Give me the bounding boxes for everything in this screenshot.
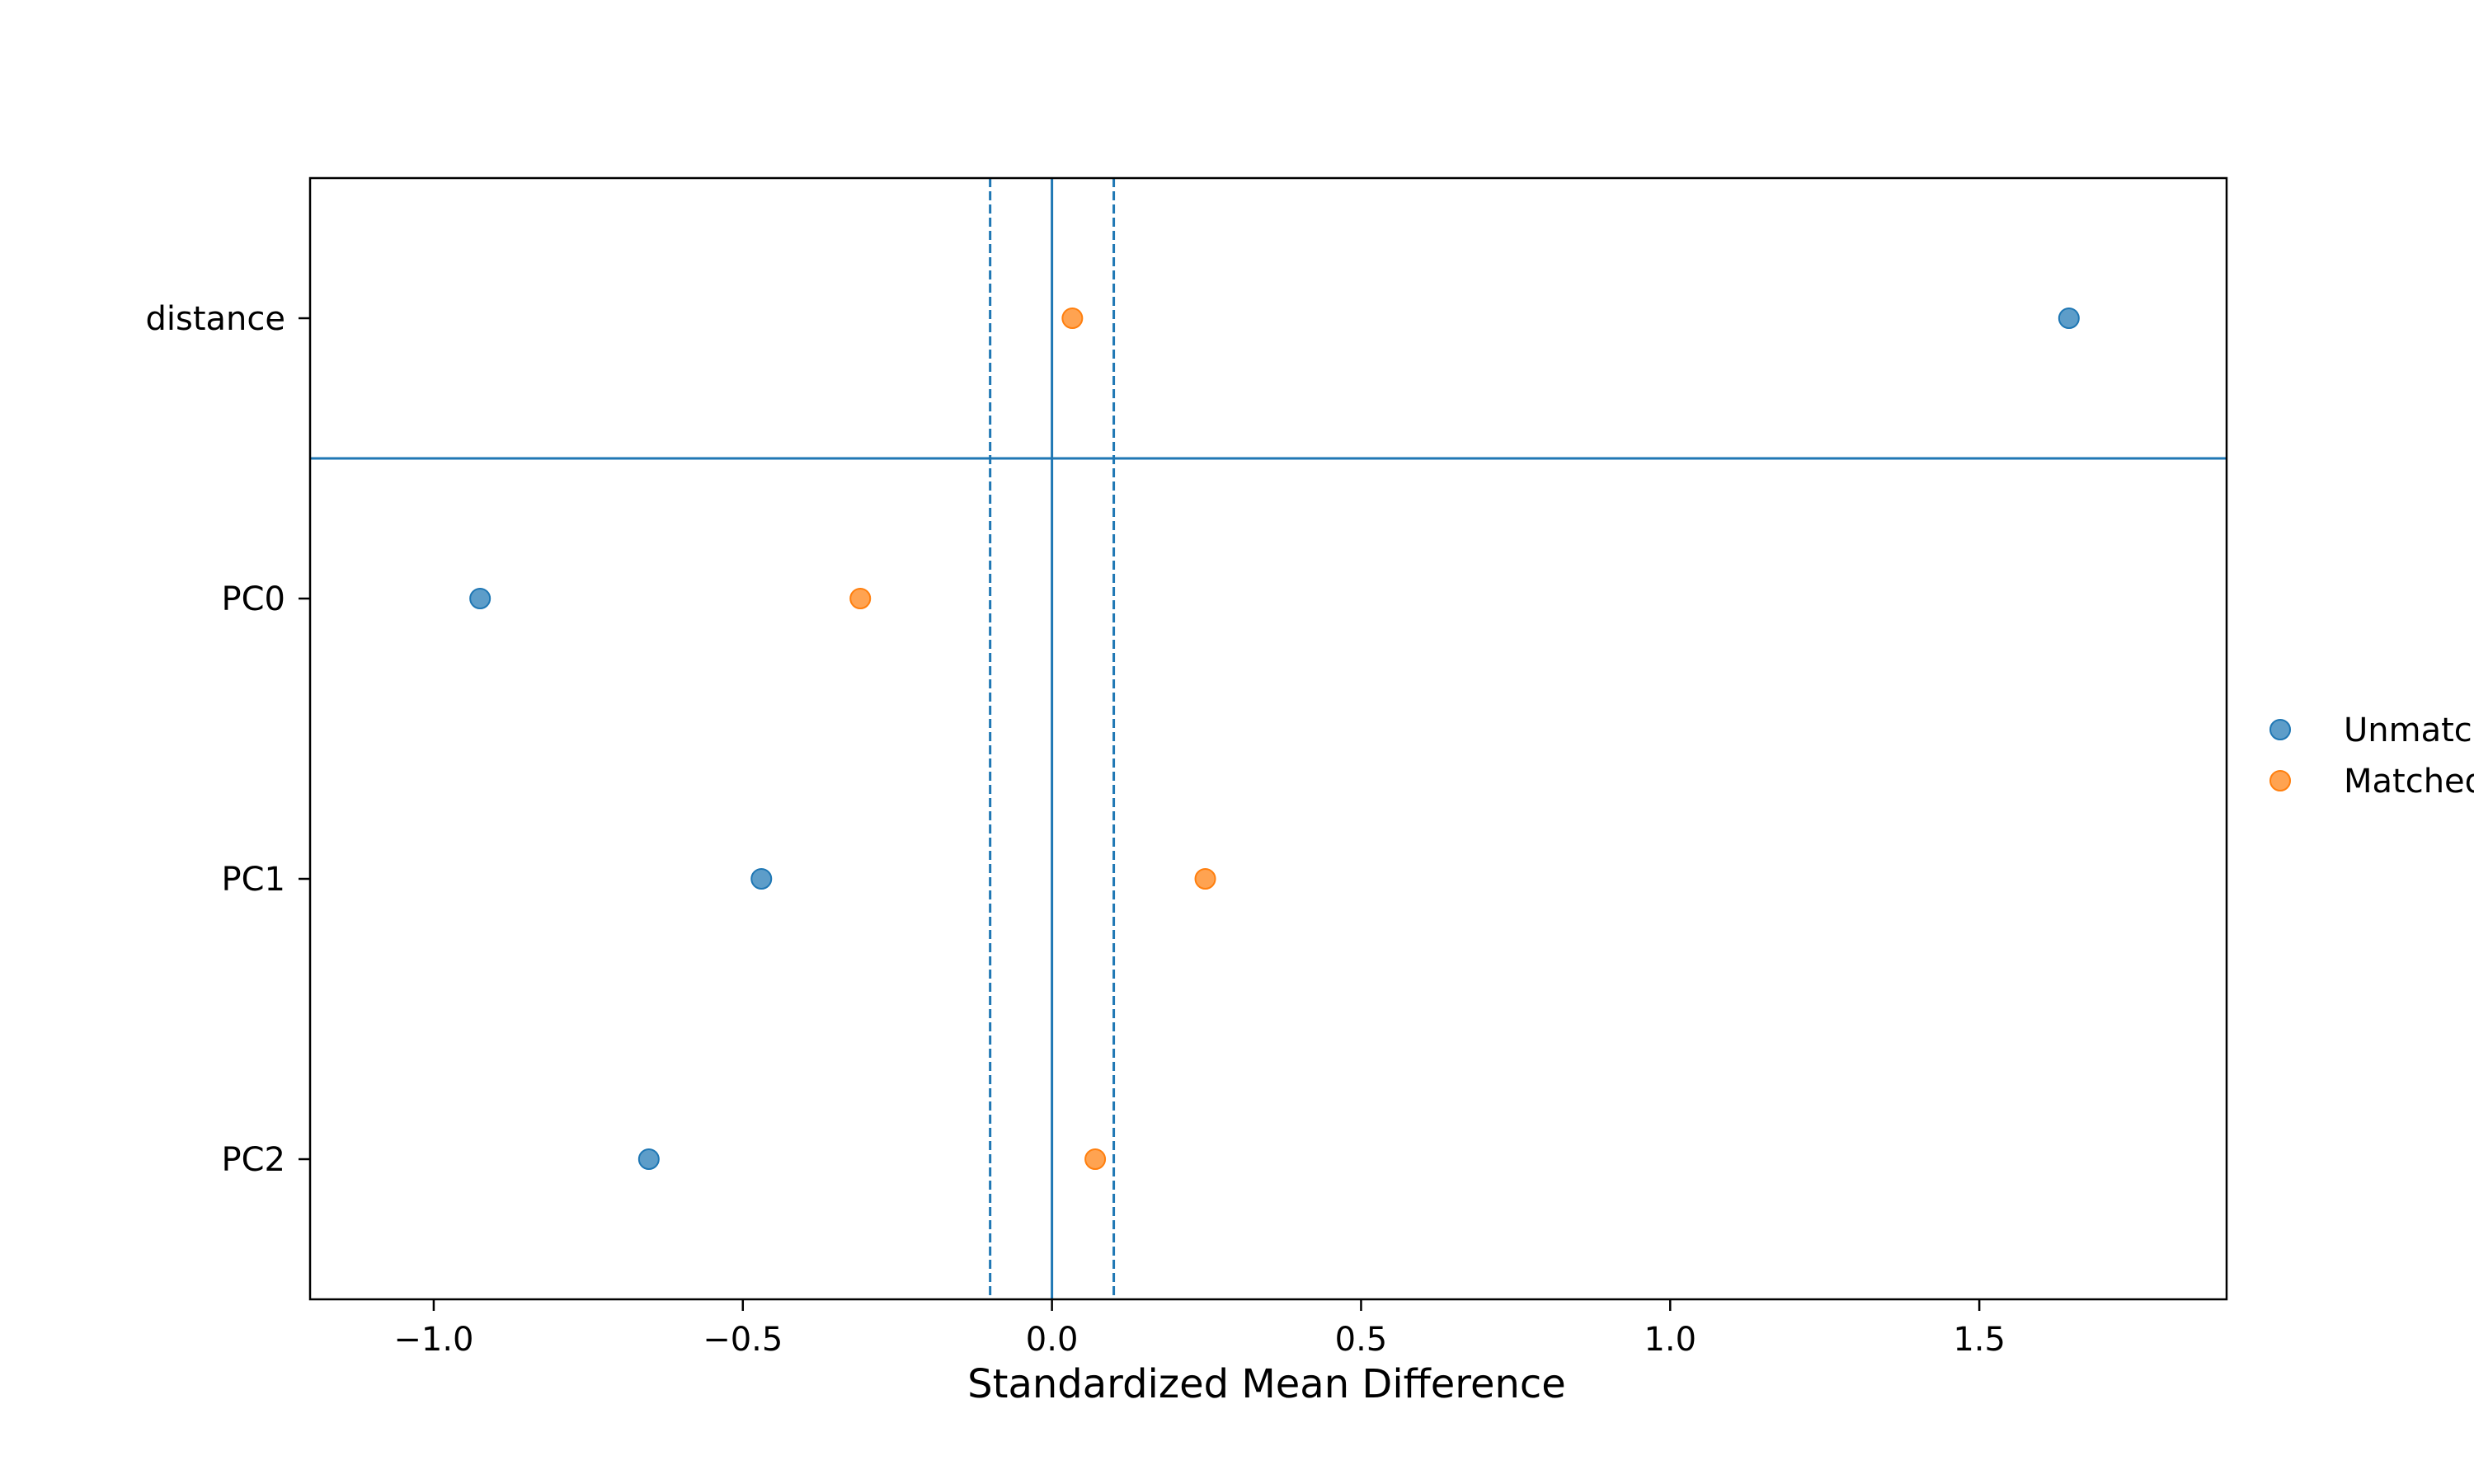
legend-label-unmatched: Unmatched bbox=[2344, 711, 2474, 749]
matched-point-pc0 bbox=[849, 588, 872, 609]
legend-marker-unmatched bbox=[2269, 719, 2291, 740]
x-tick-label: 1.5 bbox=[1953, 1321, 2006, 1359]
x-tick-label: −0.5 bbox=[703, 1321, 783, 1359]
x-tick-label: 0.5 bbox=[1335, 1321, 1388, 1359]
unmatched-point-pc2 bbox=[637, 1148, 660, 1170]
y-tick-label: PC0 bbox=[222, 580, 286, 618]
x-tick-label: 1.0 bbox=[1644, 1321, 1696, 1359]
plot-frame bbox=[308, 176, 2228, 1301]
y-tick-label: PC2 bbox=[222, 1141, 286, 1179]
legend-marker-matched bbox=[2269, 770, 2291, 791]
y-tick-label: PC1 bbox=[222, 861, 286, 899]
matched-point-distance bbox=[1061, 308, 1084, 329]
y-tick-label: distance bbox=[146, 300, 286, 338]
unmatched-point-pc1 bbox=[750, 868, 773, 890]
plot-area: −1.0 −0.5 0.0 0.5 1.0 1.5 distance PC0 PC1 PC2 bbox=[146, 176, 2228, 1359]
x-axis-title: Standardized Mean Difference bbox=[967, 1361, 1566, 1407]
matched-point-pc2 bbox=[1084, 1148, 1107, 1170]
matched-point-pc1 bbox=[1194, 868, 1216, 890]
legend-label-matched: Matched bbox=[2344, 763, 2474, 801]
unmatched-point-pc0 bbox=[469, 588, 492, 609]
x-tick-label: −1.0 bbox=[393, 1321, 473, 1359]
unmatched-point-distance bbox=[2058, 308, 2080, 329]
x-tick-label: 0.0 bbox=[1026, 1321, 1079, 1359]
legend: Unmatched Matched bbox=[2269, 711, 2474, 801]
